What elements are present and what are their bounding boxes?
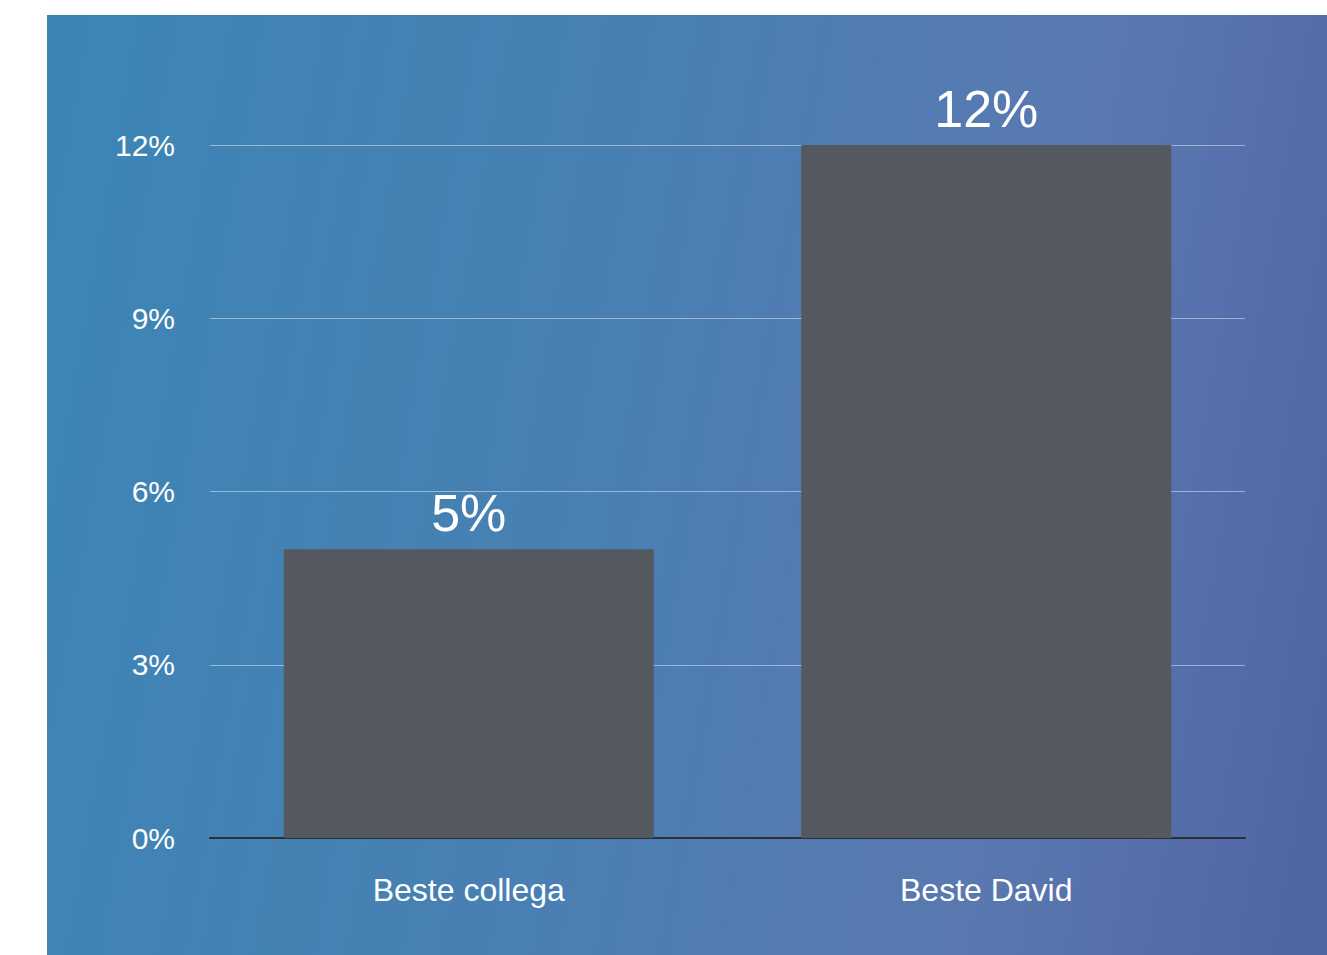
svg-text:6%: 6% [132, 475, 175, 508]
svg-text:9%: 9% [132, 302, 175, 335]
svg-text:0%: 0% [132, 822, 175, 855]
svg-text:5%: 5% [431, 484, 506, 542]
svg-text:3%: 3% [132, 648, 175, 681]
svg-text:Beste collega: Beste collega [373, 872, 565, 908]
svg-text:12%: 12% [934, 80, 1038, 138]
svg-text:Beste David: Beste David [900, 872, 1073, 908]
svg-text:12%: 12% [115, 129, 175, 162]
